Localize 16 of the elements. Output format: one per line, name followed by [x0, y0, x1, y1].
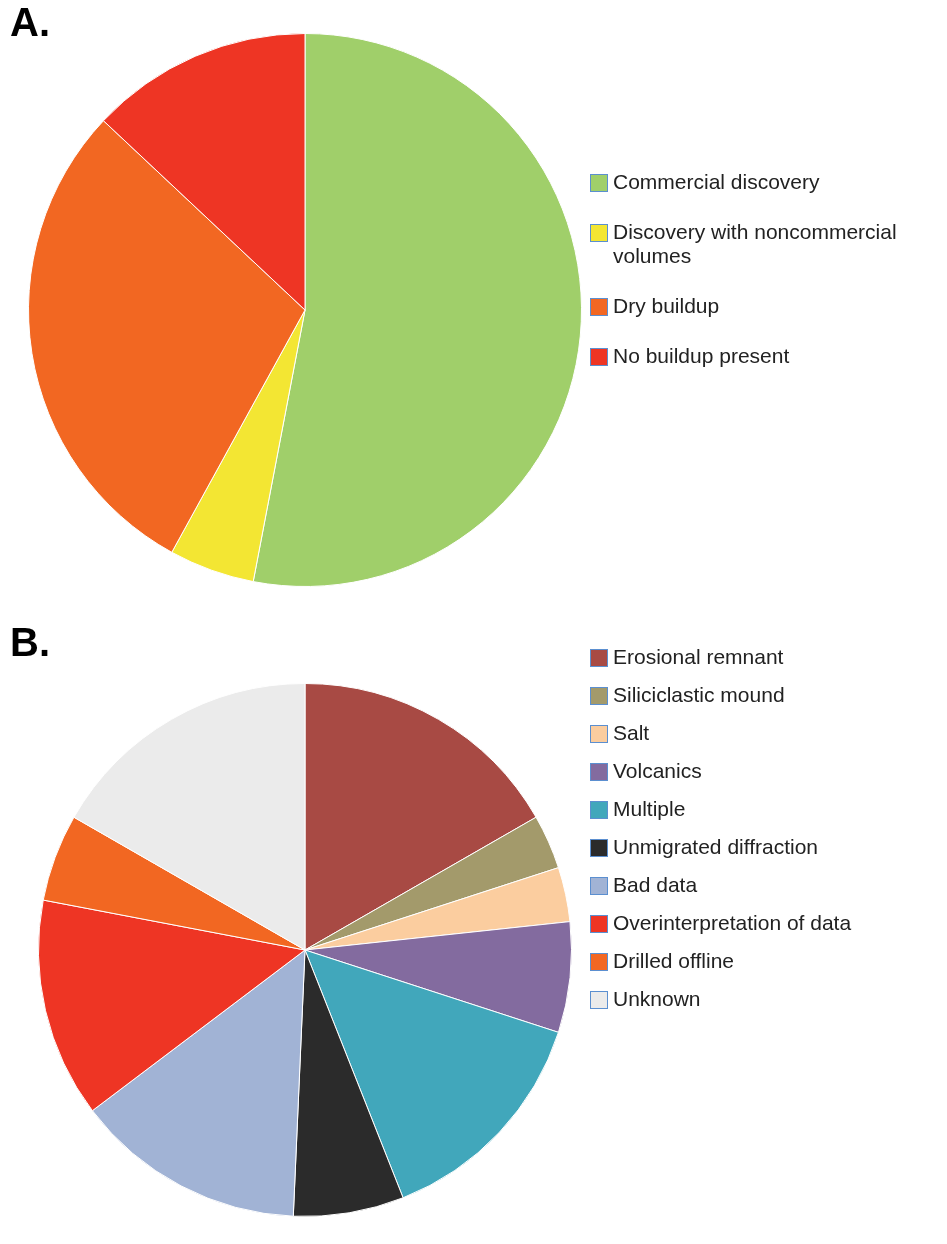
legend-label: Siliciclastic mound [613, 683, 785, 707]
legend-label: Unmigrated diffraction [613, 835, 819, 859]
legend-label: Discovery with noncommercial volumes [613, 220, 898, 268]
chart-title: A. [10, 0, 50, 45]
legend-label: Volcanics [613, 759, 702, 783]
legend-label: Commercial discovery [613, 170, 820, 194]
legend-label: Multiple [613, 797, 686, 821]
legend-label: Overinterpretation of data [613, 911, 852, 935]
legend-label: Drilled offline [613, 949, 735, 973]
legend-label: Bad data [613, 873, 698, 897]
legend-label: Unknown [613, 987, 701, 1011]
legend-label: Salt [613, 721, 650, 745]
chart-title: B. [10, 620, 50, 665]
legend-label: Erosional remnant [613, 645, 784, 669]
legend-label: Dry buildup [613, 294, 720, 318]
legend-label: No buildup present [613, 344, 790, 368]
